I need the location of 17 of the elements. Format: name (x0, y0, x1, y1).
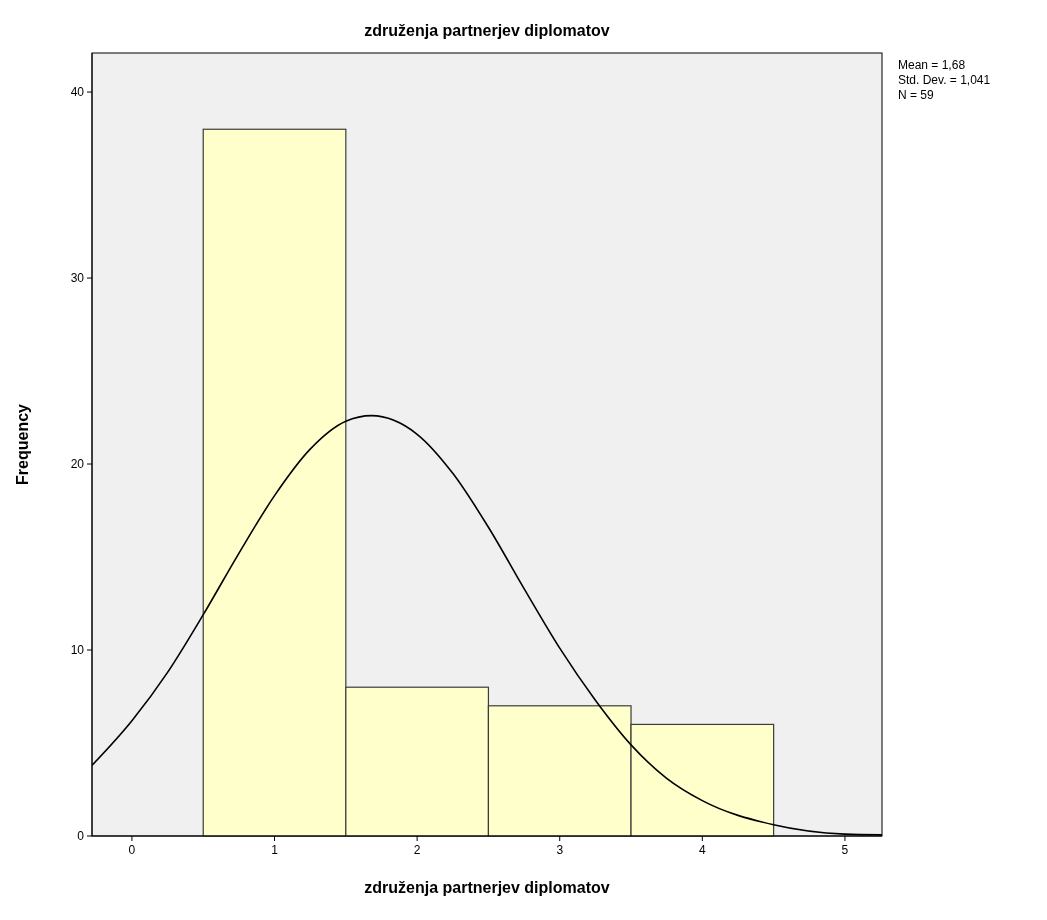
y-tick-label: 30 (70, 271, 85, 286)
y-tick-label: 0 (77, 829, 85, 843)
x-tick-label: 2 (413, 843, 421, 857)
y-tick-label: 20 (70, 457, 85, 472)
text: Std. Dev. = 1,041 (898, 73, 991, 87)
chart-title: združenja partnerjev diplomatov (364, 22, 610, 39)
text: N = 59 (898, 88, 935, 102)
x-tick-label: 3 (556, 843, 564, 857)
y-tick-label: 10 (70, 643, 85, 658)
y-axis-title: Frequency (14, 403, 31, 485)
x-axis-title: združenja partnerjev diplomatov (364, 879, 610, 896)
y-tick-label: 40 (70, 85, 85, 100)
x-tick-label: 4 (698, 843, 706, 857)
text: Mean = 1,68 (898, 58, 966, 72)
x-tick-label: 0 (128, 843, 136, 857)
x-tick-label: 5 (841, 843, 849, 857)
x-tick-label: 1 (271, 843, 279, 857)
